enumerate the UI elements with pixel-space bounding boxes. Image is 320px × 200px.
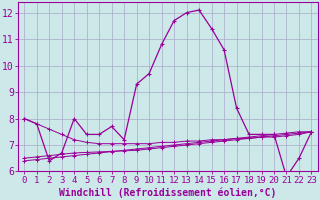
X-axis label: Windchill (Refroidissement éolien,°C): Windchill (Refroidissement éolien,°C): [59, 187, 276, 198]
